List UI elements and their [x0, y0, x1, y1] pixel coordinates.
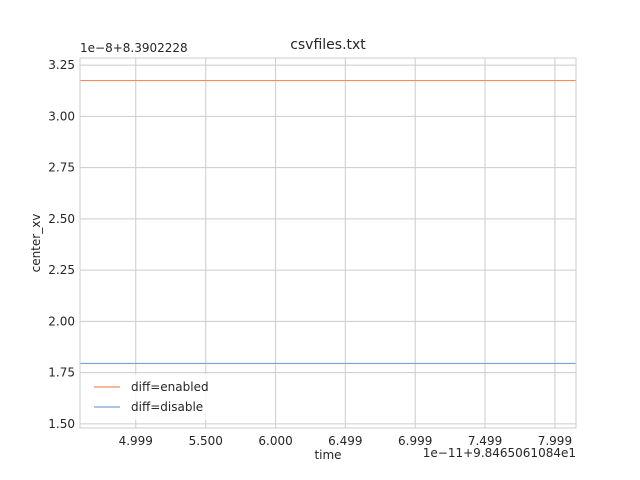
legend-box — [86, 374, 216, 420]
x-ticks: 4.999 5.500 6.000 6.499 6.999 7.499 7.999 — [119, 434, 573, 448]
x-tick-label: 4.999 — [119, 434, 153, 448]
chart-title: csvfiles.txt — [290, 37, 366, 53]
grid — [80, 58, 576, 428]
y-tick-label: 2.75 — [48, 161, 75, 175]
y-ticks: 1.50 1.75 2.00 2.25 2.50 2.75 3.00 3.25 — [48, 58, 75, 431]
x-tick-label: 7.999 — [538, 434, 572, 448]
y-axis-label: center_xv — [29, 214, 43, 273]
y-tick-label: 1.50 — [48, 417, 75, 431]
y-tick-label: 1.75 — [48, 366, 75, 380]
x-offset-label: 1e−11+9.8465061084e1 — [423, 446, 576, 460]
y-tick-label: 3.25 — [48, 58, 75, 72]
x-tick-label: 6.000 — [258, 434, 292, 448]
plot-frame — [79, 57, 577, 429]
x-tick-label: 6.499 — [328, 434, 362, 448]
x-tick-label: 6.999 — [398, 434, 432, 448]
y-tick-label: 2.00 — [48, 314, 75, 328]
x-axis-label: time — [314, 448, 341, 462]
legend-label-disable: diff=disable — [131, 400, 203, 414]
y-offset-label: 1e−8+8.3902228 — [80, 41, 188, 55]
y-tick-label: 2.25 — [48, 263, 75, 277]
y-tick-label: 2.50 — [48, 212, 75, 226]
x-tick-label: 7.499 — [468, 434, 502, 448]
series-layer — [80, 79, 576, 365]
x-tick-label: 5.500 — [189, 434, 223, 448]
legend: diff=enabled diff=disable — [86, 374, 216, 420]
y-tick-label: 3.00 — [48, 109, 75, 123]
legend-label-enabled: diff=enabled — [131, 380, 209, 394]
